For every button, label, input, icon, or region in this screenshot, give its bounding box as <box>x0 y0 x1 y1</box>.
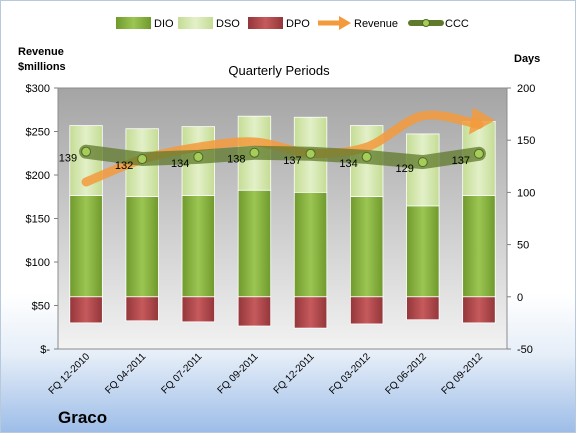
x-tick-label: FQ 07-2011 <box>159 351 204 396</box>
revenue-arrowhead <box>468 107 495 135</box>
dpo-bar <box>69 296 103 324</box>
right-tick-label: 0 <box>517 292 523 304</box>
right-axis-label: Days <box>514 53 540 65</box>
left-tick-label: $100 <box>26 257 50 269</box>
legend-swatch-dso <box>178 17 213 29</box>
x-tick-label: FQ 09-2011 <box>216 351 261 396</box>
bar-series <box>69 115 496 329</box>
ccc-data-label: 138 <box>227 154 245 166</box>
legend-item-dso: DSO <box>178 17 240 30</box>
legend-arrowhead-revenue <box>339 16 351 30</box>
ccc-marker <box>305 148 316 159</box>
dpo-bar <box>181 296 215 323</box>
left-tick-label: $- <box>40 344 50 356</box>
legend: DIO DSO DPO Revenue CCC <box>116 16 469 30</box>
dio-bar <box>350 196 384 298</box>
legend-item-dio: DIO <box>116 17 174 30</box>
right-tick-label: 50 <box>517 240 529 252</box>
dpo-bar <box>237 296 272 327</box>
dio-bar <box>293 191 328 298</box>
legend-marker-ccc <box>422 19 430 27</box>
chart-title: Quarterly Periods <box>228 63 330 78</box>
ccc-marker <box>193 151 204 162</box>
left-tick-label: $150 <box>26 214 50 226</box>
dio-bar <box>69 195 103 298</box>
ccc-marker <box>137 153 148 164</box>
ccc-marker <box>81 146 92 157</box>
ccc-line <box>79 144 486 170</box>
dio-bar <box>462 195 496 298</box>
dpo-bar <box>293 296 328 329</box>
legend-label-revenue: Revenue <box>354 18 398 30</box>
dpo-bar <box>125 296 159 322</box>
x-tick-label: FQ 12-2010 <box>47 351 93 397</box>
left-tick-label: $50 <box>32 301 50 313</box>
ccc-data-label: 139 <box>59 153 77 165</box>
legend-item-ccc: CCC <box>408 18 469 30</box>
left-tick-label: $300 <box>26 83 50 95</box>
x-tick-label: FQ 04-2011 <box>103 351 148 396</box>
ccc-data-label: 129 <box>395 163 413 175</box>
ccc-marker <box>473 148 484 159</box>
ccc-marker <box>417 157 428 168</box>
right-tick-label: 200 <box>517 83 535 95</box>
dio-bar <box>237 189 272 298</box>
left-axis-label-line2: $millions <box>18 61 66 73</box>
ccc-data-label: 137 <box>283 155 301 167</box>
legend-item-revenue: Revenue <box>318 16 398 30</box>
legend-swatch-dpo <box>248 17 283 29</box>
left-tick-label: $200 <box>26 170 50 182</box>
ccc-data-label: 137 <box>452 155 470 167</box>
dio-bar <box>406 205 440 298</box>
dpo-bar <box>406 296 440 321</box>
right-axis: -50 0 50 100 150 200 <box>507 83 535 356</box>
ccc-data-label: 134 <box>339 158 357 170</box>
x-tick-label: FQ 09-2012 <box>440 351 486 397</box>
ccc-series: 139 132 134 138 137 134 129 137 <box>59 144 486 175</box>
plot-area <box>57 87 508 350</box>
dpo-bar <box>462 296 496 324</box>
company-name: Graco <box>58 408 108 427</box>
left-axis: $- $50 $100 $150 $200 $250 $300 <box>26 83 58 356</box>
legend-item-dpo: DPO <box>248 17 310 30</box>
left-axis-label-line1: Revenue <box>18 46 64 58</box>
x-axis: FQ 12-2010 FQ 04-2011 FQ 07-2011 FQ 09-2011… <box>47 351 486 397</box>
x-tick-label: FQ 03-2012 <box>327 351 373 397</box>
dio-bar <box>181 195 215 298</box>
legend-swatch-dio <box>116 17 151 29</box>
x-tick-label: FQ 06-2012 <box>383 351 429 397</box>
left-tick-label: $250 <box>26 127 50 139</box>
dio-bar <box>125 196 159 298</box>
legend-label-dpo: DPO <box>286 18 310 30</box>
dpo-bar <box>350 296 384 325</box>
ccc-marker <box>249 147 260 158</box>
legend-label-ccc: CCC <box>445 18 469 30</box>
dso-bar <box>406 133 440 207</box>
x-tick-label: FQ 12-2011 <box>272 351 317 396</box>
ccc-data-label: 132 <box>115 160 133 172</box>
right-tick-label: 150 <box>517 135 535 147</box>
legend-label-dso: DSO <box>216 18 240 30</box>
ccc-marker <box>361 151 372 162</box>
right-tick-label: 100 <box>517 187 535 199</box>
ccc-data-label: 134 <box>171 158 189 170</box>
legend-label-dio: DIO <box>154 18 174 30</box>
right-tick-label: -50 <box>517 344 533 356</box>
